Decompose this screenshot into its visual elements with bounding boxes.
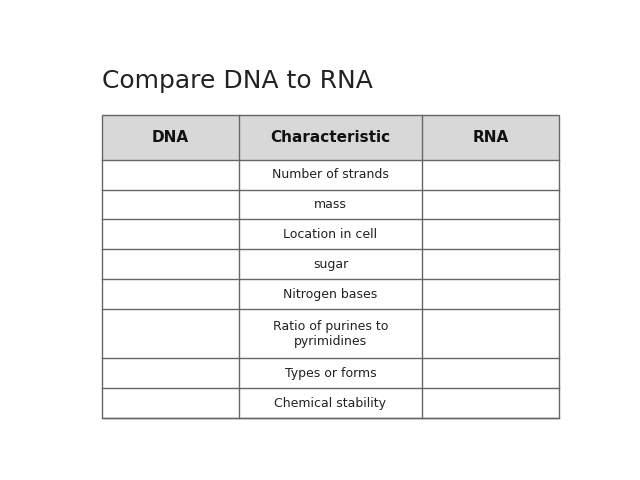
Text: RNA: RNA xyxy=(472,130,508,145)
Text: Characteristic: Characteristic xyxy=(271,130,390,145)
Text: Ratio of purines to
pyrimidines: Ratio of purines to pyrimidines xyxy=(273,320,388,348)
Text: Types or forms: Types or forms xyxy=(285,367,376,380)
Text: Location in cell: Location in cell xyxy=(284,228,378,241)
Text: Compare DNA to RNA: Compare DNA to RNA xyxy=(102,69,373,93)
Bar xyxy=(102,115,559,160)
Text: sugar: sugar xyxy=(313,258,348,271)
Text: DNA: DNA xyxy=(152,130,189,145)
Text: Number of strands: Number of strands xyxy=(272,168,389,181)
Text: Nitrogen bases: Nitrogen bases xyxy=(284,288,378,300)
Text: mass: mass xyxy=(314,198,347,211)
Bar xyxy=(102,115,559,418)
Text: Chemical stability: Chemical stability xyxy=(275,396,387,409)
